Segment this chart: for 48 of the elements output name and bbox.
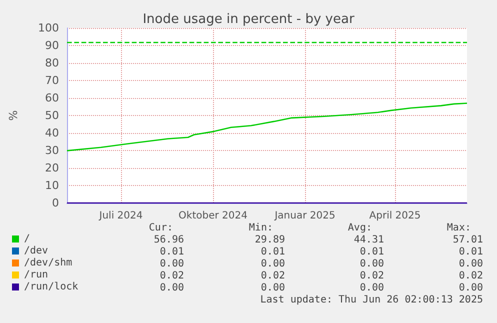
text: 0.02 [458,270,483,282]
y-tick-label: 60 [45,92,59,104]
text: 44.31 [354,234,384,246]
legend-label: /run [24,270,48,280]
y-tick-label: 80 [45,56,59,70]
y-tick-label: 50 [45,109,59,122]
legend-label: / [24,234,30,244]
x-tick-label: Oktober 2024 [178,210,248,222]
text: Max: [446,222,471,234]
line-series [66,102,468,152]
y-tick-label: 20 [45,162,59,174]
legend-label: /dev/shm [24,258,72,268]
y-tick-label: 100 [38,22,59,34]
text: 0.02 [260,270,285,282]
text: Avg: [348,222,372,234]
text: 0.02 [160,270,184,282]
text: 0.00 [458,282,483,294]
y-tick-label: 30 [45,144,59,157]
y-tick-label: 90 [45,39,59,52]
y-tick-label: 0 [52,196,59,210]
text: 0.01 [458,246,483,258]
text: 0.01 [260,246,285,258]
legend-label: /dev [24,246,48,256]
chart-title: Inode usage in percent - by year [142,12,355,27]
text: Min: [248,222,273,234]
text: 0.00 [160,282,184,294]
text: 0.00 [160,258,184,270]
text: 0.01 [160,246,184,258]
y-tick-label: 70 [45,74,59,87]
text: 0.00 [458,258,483,270]
text: 57.01 [452,234,483,246]
y-tick-label: 40 [45,126,59,140]
text: 0.00 [260,258,285,270]
y-tick-label: 10 [45,179,59,192]
text: 0.02 [360,270,384,282]
text: Last update: Thu Jun 26 02:00:13 2025 [260,294,483,306]
y-axis-title: % [7,110,20,121]
x-tick-label: Januar 2025 [274,210,336,222]
text: 0.00 [360,282,384,294]
text: 0.00 [360,258,384,270]
text: 0.00 [260,282,285,294]
text: 0.01 [360,246,384,258]
text: Cur: [148,222,173,234]
text: 56.96 [154,234,184,246]
x-tick-label: April 2025 [369,210,421,222]
legend-label: /run/lock [24,282,78,292]
x-tick-label: Juli 2024 [98,210,143,222]
text: 29.89 [254,234,285,246]
